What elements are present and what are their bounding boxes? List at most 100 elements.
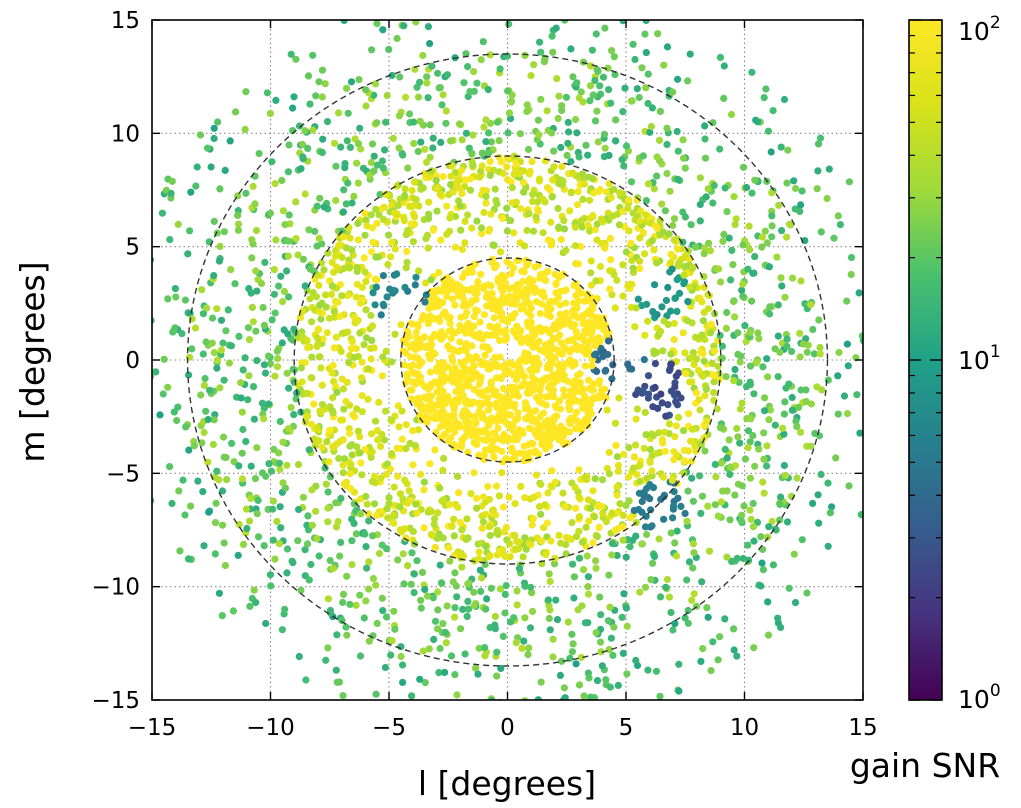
data-point [664,283,672,292]
data-point [799,340,807,348]
data-point [532,341,540,349]
data-point [716,424,725,432]
data-point [656,107,665,115]
data-point [619,261,627,269]
data-point [321,464,329,472]
data-point [378,541,386,549]
data-point [493,482,501,490]
data-point [650,350,658,358]
data-point [360,614,368,622]
data-point [304,512,312,520]
data-point [388,518,397,526]
data-point [362,543,370,551]
data-point [620,162,628,170]
data-point [781,293,789,301]
data-point [574,371,582,379]
data-point [783,342,791,350]
data-point [792,184,800,193]
data-point [551,7,558,14]
data-point [257,279,266,288]
data-point [733,652,741,660]
data-point [883,269,890,276]
data-point [475,548,483,556]
data-point [201,374,209,383]
data-point [371,479,379,487]
data-point [877,392,884,399]
data-point [536,38,544,46]
data-point [650,185,658,193]
data-point [610,53,618,61]
data-point [728,557,736,566]
data-point [497,248,505,256]
data-point [671,620,679,628]
data-point [624,360,632,368]
data-point [550,429,558,437]
data-point [555,92,563,100]
data-point [342,623,350,631]
data-point [387,416,395,424]
data-point [511,310,519,318]
data-point [681,614,689,622]
data-point [640,356,648,364]
data-point [573,129,581,137]
data-point [511,416,520,424]
data-point [244,396,252,404]
data-point [362,597,370,605]
data-point [564,316,572,324]
y-tick-label: −10 [91,575,140,601]
data-point [758,559,766,567]
data-point [517,338,526,346]
data-point [514,362,522,370]
data-point [427,167,436,175]
data-point [589,539,597,547]
data-point [451,569,459,577]
data-point [760,94,768,102]
data-point [312,293,320,301]
data-point [227,342,235,350]
x-axis-label: l [degrees] [418,764,596,803]
data-point [444,314,452,322]
data-point [548,32,556,40]
data-point [488,442,496,450]
data-point [541,269,550,277]
data-point [731,313,739,321]
data-point [656,692,664,700]
data-point [541,501,549,509]
data-point [200,542,208,550]
data-point [261,369,270,377]
data-point [480,311,489,319]
data-point [421,679,429,687]
data-point [482,116,490,124]
data-point [730,646,738,654]
data-point [437,579,446,587]
data-point [412,20,420,26]
data-point [605,470,613,478]
data-point [438,11,445,18]
data-point [642,49,650,57]
data-point [817,470,825,478]
data-point [295,505,303,514]
data-point [595,334,603,342]
data-point [673,307,681,315]
data-point [188,345,196,353]
data-point [434,606,442,614]
data-point [324,488,332,496]
data-point [674,175,682,183]
data-point [294,537,302,545]
data-point [369,574,377,583]
data-point [527,583,535,591]
data-point [865,400,872,407]
data-point [268,158,276,166]
data-point [277,524,285,532]
data-point [636,477,644,486]
data-point [425,304,433,313]
data-point [741,322,749,330]
data-point [685,410,693,418]
data-point [294,461,303,469]
data-point [614,467,622,475]
data-point [579,566,588,574]
data-point [235,332,243,340]
data-point [379,353,387,361]
data-point [587,504,595,512]
data-point [807,442,815,450]
